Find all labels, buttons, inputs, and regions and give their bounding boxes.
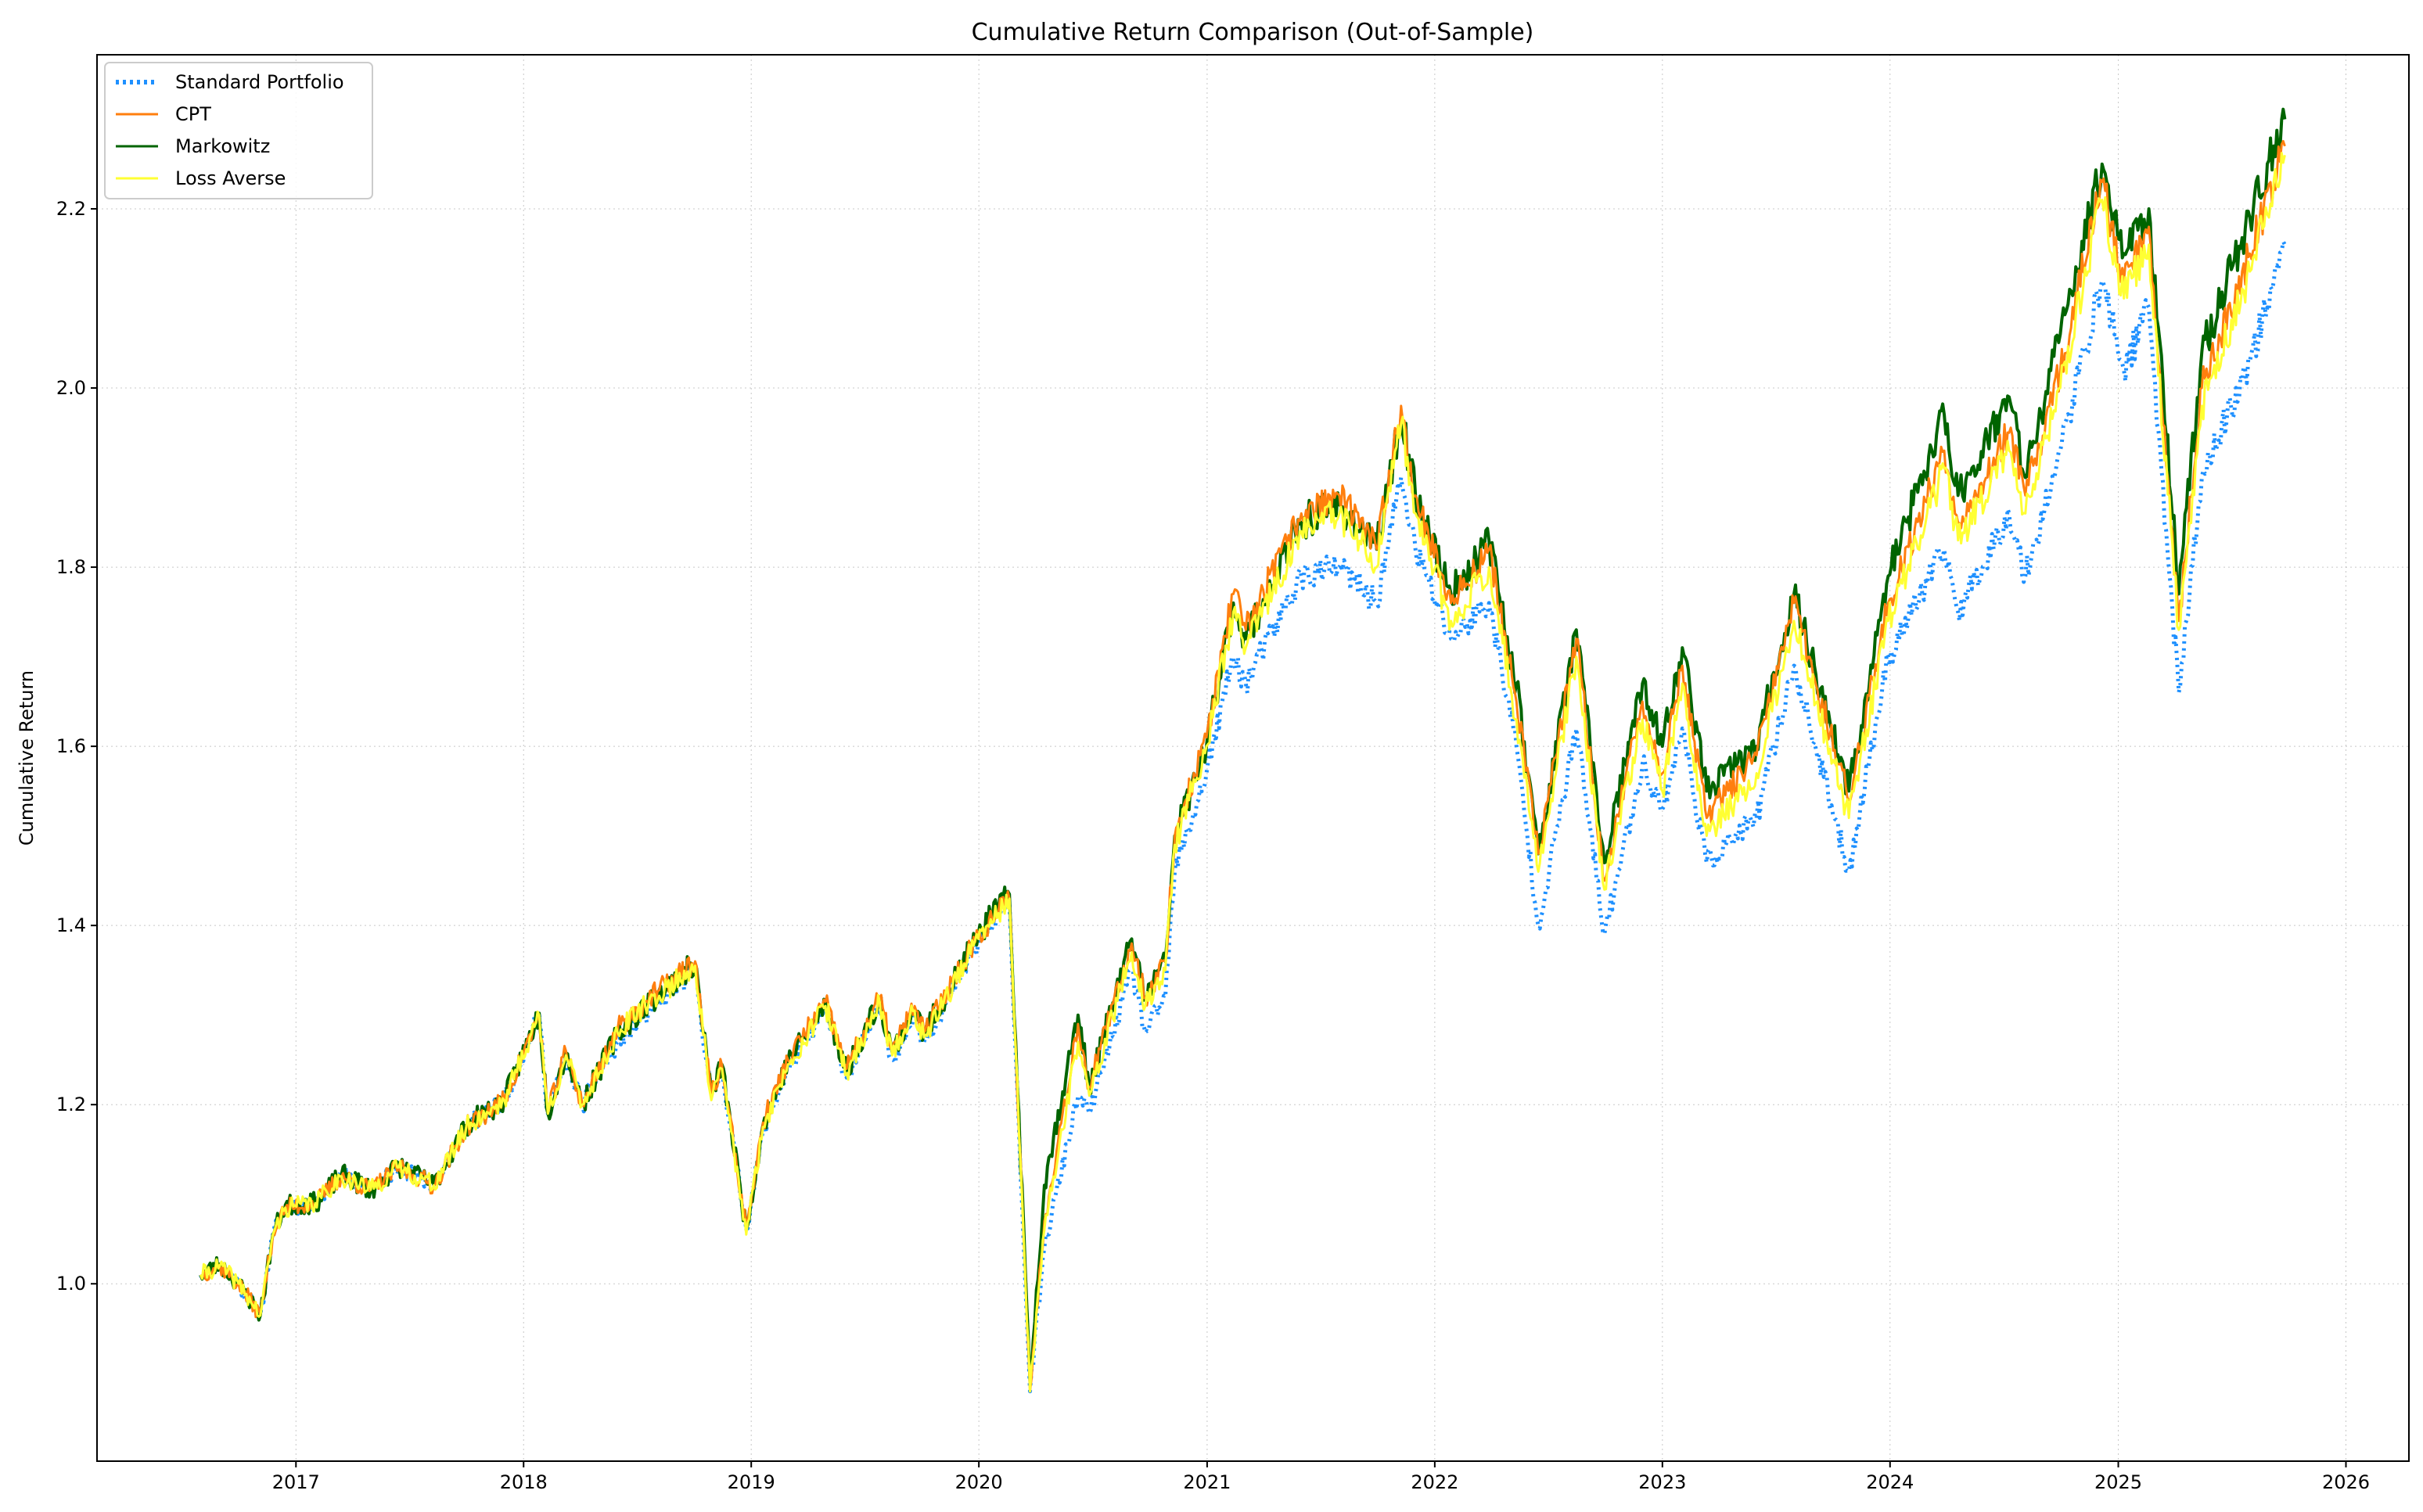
- y-tick-label: 1.4: [56, 914, 86, 936]
- x-tick-label: 2024: [1866, 1471, 1914, 1493]
- chart-title: Cumulative Return Comparison (Out-of-Sam…: [972, 19, 1534, 46]
- legend-label: Markowitz: [175, 135, 270, 157]
- x-tick-label: 2020: [955, 1471, 1003, 1493]
- y-tick-label: 2.2: [56, 198, 86, 220]
- y-tick-label: 1.8: [56, 556, 86, 578]
- x-tick-label: 2017: [272, 1471, 320, 1493]
- x-tick-label: 2021: [1183, 1471, 1231, 1493]
- y-tick-label: 1.2: [56, 1094, 86, 1115]
- legend-label: Standard Portfolio: [175, 71, 344, 93]
- legend-label: CPT: [175, 103, 211, 125]
- y-tick-label: 1.6: [56, 735, 86, 757]
- legend: Standard Portfolio CPT Markowitz Loss Avers…: [105, 63, 372, 199]
- x-tick-label: 2019: [728, 1471, 775, 1493]
- y-tick-label: 2.0: [56, 377, 86, 399]
- x-tick-label: 2018: [500, 1471, 548, 1493]
- x-tick-label: 2023: [1638, 1471, 1686, 1493]
- plot-area: [97, 55, 2409, 1461]
- y-axis-label: Cumulative Return: [16, 670, 38, 846]
- x-tick-label: 2025: [2094, 1471, 2142, 1493]
- y-tick-label: 1.0: [56, 1273, 86, 1295]
- x-tick-label: 2026: [2322, 1471, 2370, 1493]
- legend-label: Loss Averse: [175, 167, 286, 189]
- x-tick-label: 2022: [1411, 1471, 1458, 1493]
